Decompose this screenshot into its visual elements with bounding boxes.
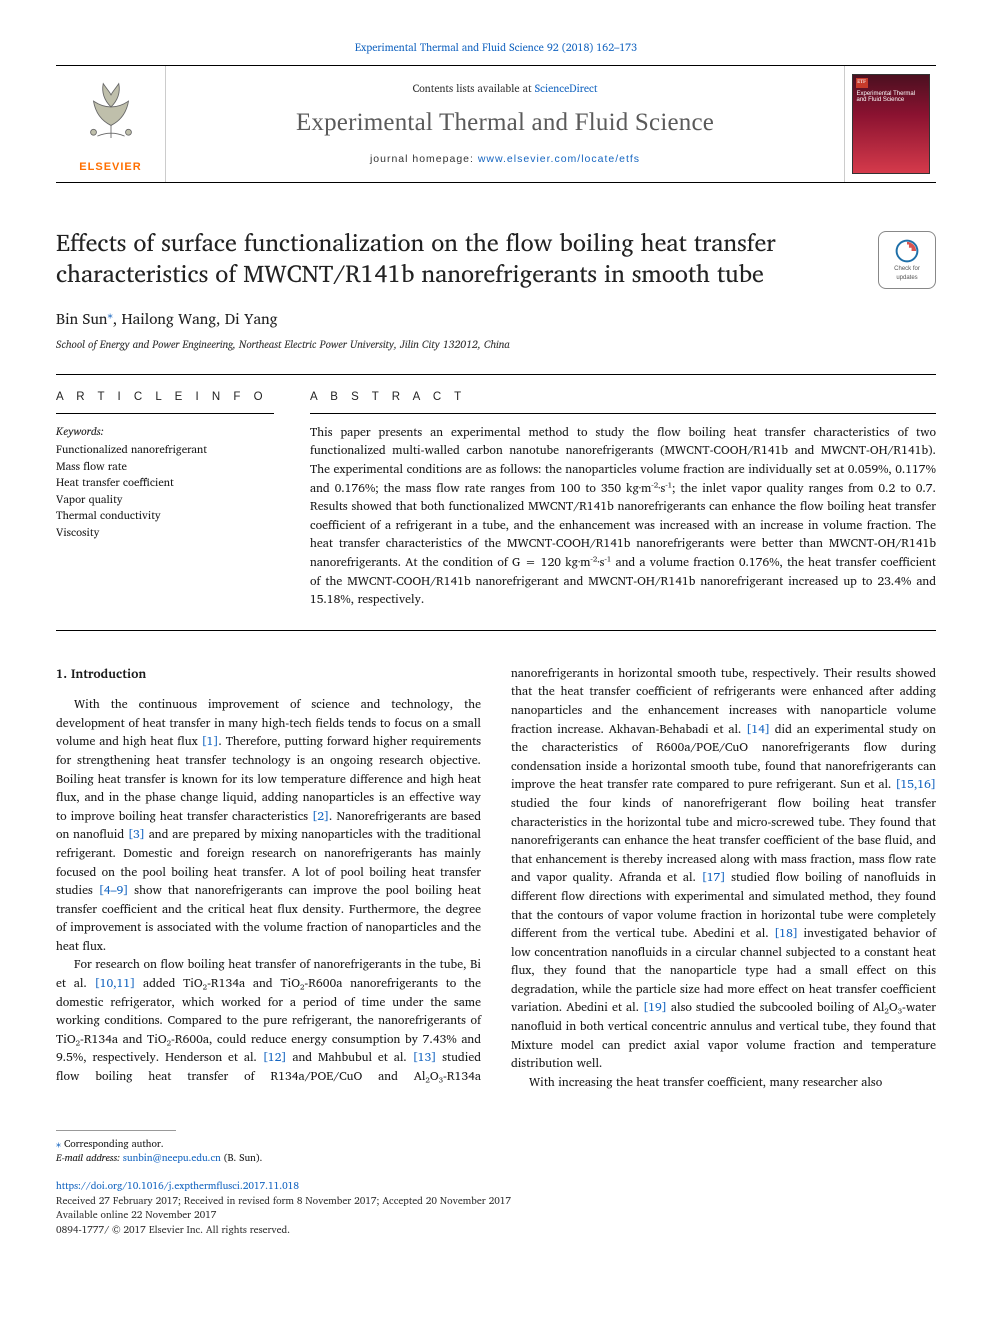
citation-link[interactable]: [3]: [128, 825, 145, 844]
citation-link[interactable]: [4–9]: [99, 881, 129, 900]
journal-homepage-line: journal homepage: www.elsevier.com/locat…: [370, 152, 640, 167]
header-citation-link[interactable]: Experimental Thermal and Fluid Science 9…: [355, 38, 637, 56]
affiliation: School of Energy and Power Engineering, …: [56, 337, 936, 352]
available-line: Available online 22 November 2017: [56, 1208, 936, 1223]
article-info-rule: [56, 413, 274, 414]
keyword-item: Heat transfer coefficient: [56, 474, 274, 491]
footnotes: ⁎ Corresponding author. E-mail address: …: [56, 1137, 936, 1165]
citation-link[interactable]: [13]: [413, 1048, 437, 1067]
citation-link[interactable]: [19]: [643, 998, 667, 1017]
citation-link[interactable]: [17]: [702, 868, 726, 887]
contents-available-line: Contents lists available at ScienceDirec…: [413, 81, 598, 96]
citation-link[interactable]: [12]: [263, 1048, 287, 1067]
check-updates-label-2: updates: [896, 275, 917, 282]
keyword-item: Viscosity: [56, 524, 274, 541]
homepage-prefix: journal homepage:: [370, 153, 478, 165]
footnote-rule: [56, 1130, 176, 1131]
keyword-item: Vapor quality: [56, 491, 274, 508]
section-heading-introduction: 1. Introduction: [56, 665, 481, 684]
journal-name: Experimental Thermal and Fluid Science: [296, 105, 714, 140]
citation-link[interactable]: [18]: [774, 924, 798, 943]
doi-block: https://doi.org/10.1016/j.expthermflusci…: [56, 1179, 936, 1237]
authors-rest: , Hailong Wang, Di Yang: [113, 306, 278, 331]
copyright-line: 0894-1777/ © 2017 Elsevier Inc. All righ…: [56, 1223, 936, 1238]
article-info-label: A R T I C L E I N F O: [56, 389, 274, 405]
intro-paragraph-3: With increasing the heat transfer coeffi…: [511, 1074, 936, 1093]
intro-paragraph-1: With the continuous improvement of scien…: [56, 696, 481, 956]
text-run: and Mahbubul et al.: [287, 1048, 413, 1067]
email-suffix: (B. Sun).: [221, 1150, 263, 1166]
author-email-link[interactable]: sunbin@neepu.edu.cn: [123, 1150, 221, 1166]
publisher-logo-box: ELSEVIER: [56, 66, 166, 182]
author-1: Bin Sun: [56, 306, 107, 331]
journal-homepage-link[interactable]: www.elsevier.com/locate/etfs: [478, 153, 640, 165]
cover-title-text: Experimental Thermal and Fluid Science: [857, 91, 925, 104]
article-title: Effects of surface functionalization on …: [56, 227, 858, 289]
citation-link[interactable]: [15,16]: [895, 775, 936, 794]
contents-prefix: Contents lists available at: [413, 79, 535, 97]
keyword-item: Mass flow rate: [56, 458, 274, 475]
authors-line: Bin Sun⁎, Hailong Wang, Di Yang: [56, 307, 936, 329]
elsevier-tree-icon: [81, 72, 141, 140]
abstract-text: This paper presents an experimental meth…: [310, 424, 936, 610]
keyword-item: Functionalized nanorefrigerant: [56, 441, 274, 458]
abstract-column: A B S T R A C T This paper presents an e…: [310, 375, 936, 610]
journal-cover-thumbnail: ETF Experimental Thermal and Fluid Scien…: [852, 74, 930, 174]
citation-link[interactable]: [1]: [202, 732, 219, 751]
header-citation: Experimental Thermal and Fluid Science 9…: [56, 40, 936, 55]
masthead: ELSEVIER Contents lists available at Sci…: [56, 65, 936, 183]
citation-link[interactable]: [14]: [746, 720, 770, 739]
article-info-column: A R T I C L E I N F O Keywords: Function…: [56, 375, 274, 610]
email-label: E-mail address:: [56, 1150, 123, 1166]
abstract-rule: [310, 413, 936, 414]
keywords-list: Functionalized nanorefrigerant Mass flow…: [56, 441, 274, 540]
citation-link[interactable]: [2]: [312, 807, 329, 826]
abstract-label: A B S T R A C T: [310, 389, 936, 405]
citation-link[interactable]: [10,11]: [95, 974, 136, 993]
body-two-column: 1. Introduction With the continuous impr…: [56, 665, 936, 1093]
journal-cover-box: ETF Experimental Thermal and Fluid Scien…: [844, 66, 936, 182]
check-updates-label-1: Check for: [894, 266, 920, 273]
crossmark-icon: [894, 238, 920, 264]
cover-badge: ETF: [856, 78, 868, 88]
rule-below-abstract: [56, 630, 936, 631]
publisher-name: ELSEVIER: [79, 160, 141, 175]
received-line: Received 27 February 2017; Received in r…: [56, 1194, 936, 1209]
check-for-updates-button[interactable]: Check for updates: [878, 231, 936, 289]
keyword-item: Thermal conductivity: [56, 507, 274, 524]
keywords-heading: Keywords:: [56, 424, 274, 439]
sciencedirect-link[interactable]: ScienceDirect: [535, 79, 598, 97]
masthead-center: Contents lists available at ScienceDirec…: [166, 66, 844, 182]
